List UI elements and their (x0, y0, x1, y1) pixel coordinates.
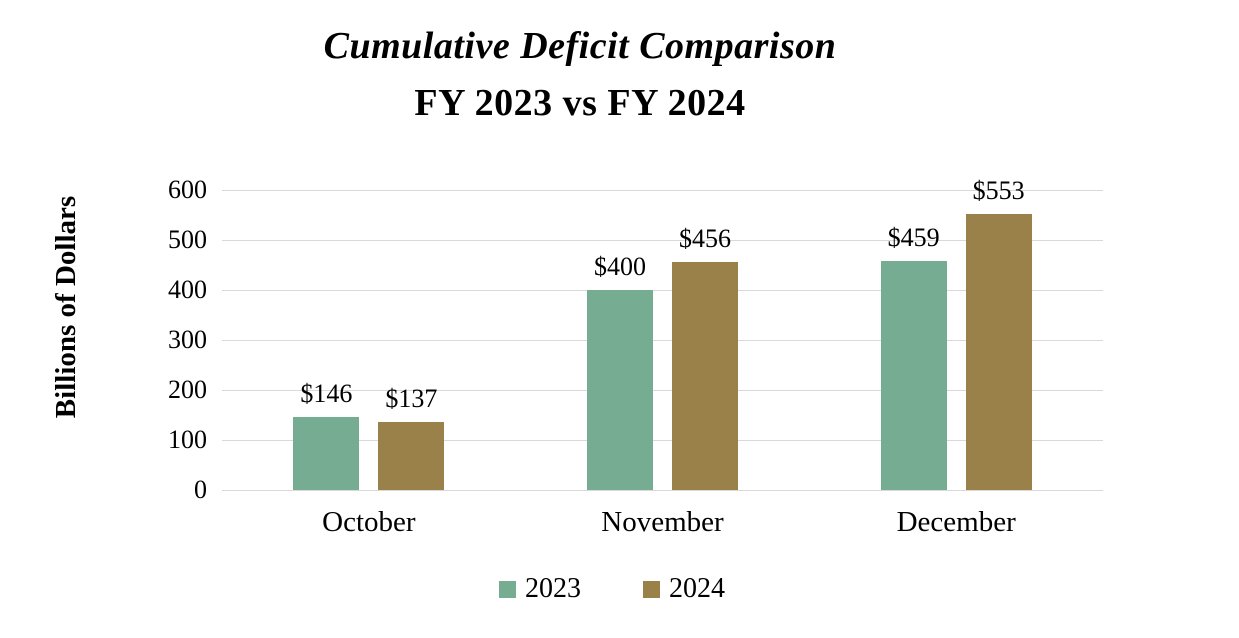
y-tick-label-200: 200 (168, 375, 207, 404)
bar-2024-december (965, 213, 1032, 490)
legend-label-2024: 2024 (669, 573, 725, 604)
y-tick-label-300: 300 (168, 325, 207, 354)
chart-title-block: Cumulative Deficit Comparison FY 2023 vs… (0, 22, 1160, 127)
gridline-500 (222, 239, 1103, 241)
legend: 2023 2024 (499, 573, 725, 604)
y-tick-label-600: 600 (168, 175, 207, 204)
bar-2023-october (293, 417, 360, 490)
legend-item-2023: 2023 (499, 573, 581, 604)
bar-value-label-2023-october: $146 (300, 379, 353, 408)
gridline-100 (222, 439, 1103, 441)
legend-label-2023: 2023 (525, 573, 581, 604)
legend-swatch-2024 (643, 580, 660, 598)
bar-2024-november (672, 262, 738, 490)
x-category-label-november: November (601, 506, 724, 538)
gridline-600 (222, 189, 1103, 191)
bar-value-label-2023-november: $400 (594, 252, 646, 281)
legend-swatch-2023 (499, 580, 516, 598)
gridline-400 (222, 289, 1103, 291)
bar-value-label-2024-november: $456 (679, 224, 731, 253)
chart-title: Cumulative Deficit Comparison (323, 25, 837, 67)
bar-value-label-2023-december: $459 (887, 222, 940, 252)
y-tick-label-500: 500 (168, 225, 207, 254)
gridline-0 (222, 489, 1103, 491)
bar-2024-october (378, 421, 445, 490)
y-tick-label-0: 0 (194, 475, 207, 504)
x-category-label-october: October (322, 506, 416, 538)
y-tick-label-400: 400 (168, 275, 207, 304)
y-tick-label-100: 100 (168, 425, 207, 454)
legend-item-2024: 2024 (643, 573, 725, 604)
y-axis-title: Billions of Dollars (50, 195, 82, 419)
bar-2023-december (880, 260, 947, 490)
bar-2023-november (587, 290, 653, 490)
chart-subtitle: FY 2023 vs FY 2024 (414, 82, 746, 124)
bar-value-label-2024-december: $553 (972, 175, 1025, 205)
bar-value-label-2024-october: $137 (385, 383, 438, 413)
x-category-label-december: December (896, 506, 1016, 538)
gridline-300 (222, 339, 1103, 341)
gridline-200 (222, 389, 1103, 391)
